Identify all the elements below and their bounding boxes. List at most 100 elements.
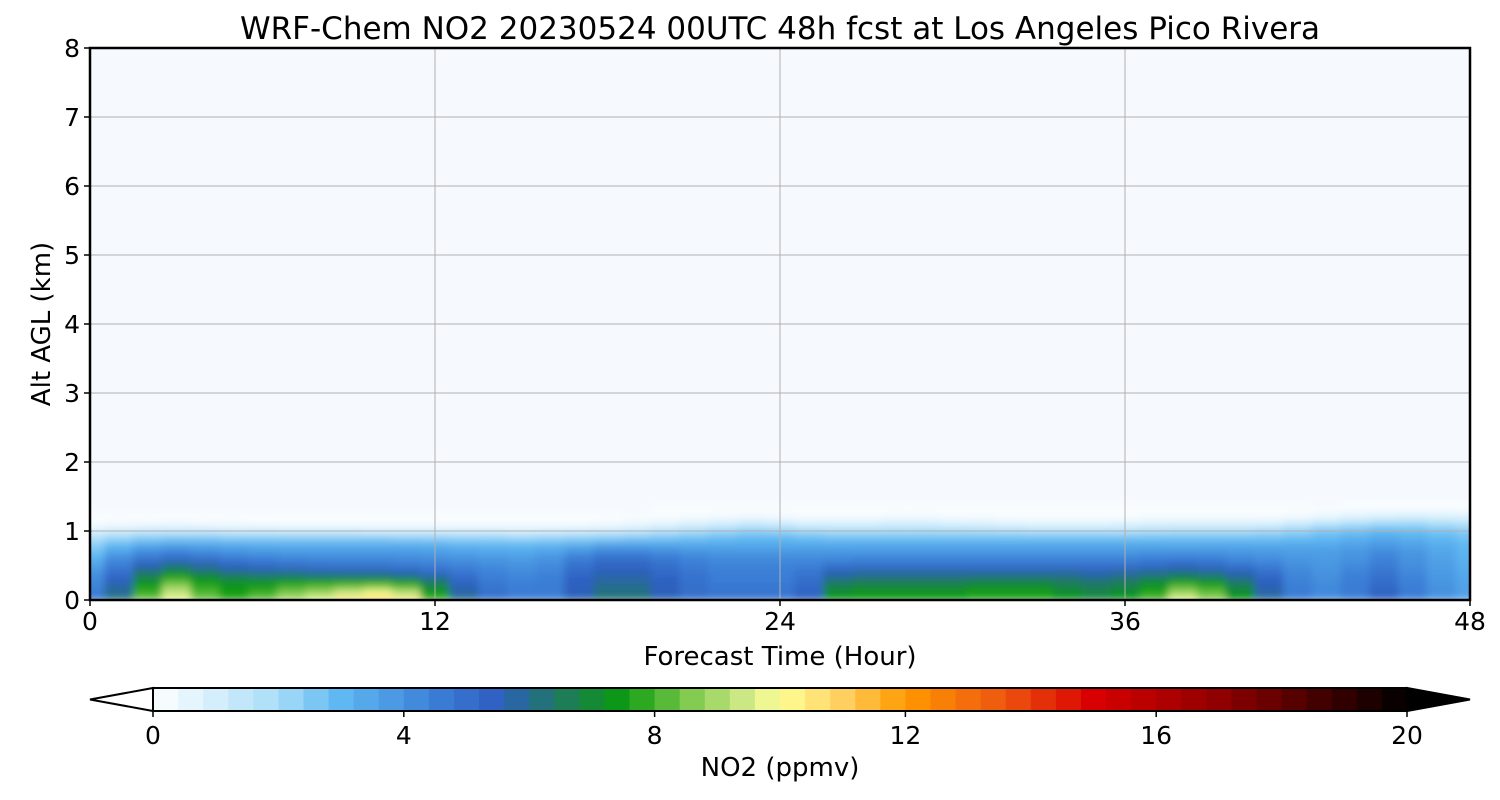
heatmap-cell <box>794 589 824 598</box>
heatmap-cell <box>276 513 307 522</box>
heatmap-cell <box>248 582 278 591</box>
heatmap-cell <box>736 520 767 529</box>
colorbar-swatch <box>1005 688 1032 711</box>
heatmap-cell <box>995 568 1025 577</box>
heatmap-cell <box>1196 506 1227 515</box>
heatmap-cell <box>161 562 192 570</box>
heatmap-cell <box>823 506 853 515</box>
heatmap-cell <box>679 568 709 577</box>
heatmap-cell <box>995 520 1025 529</box>
heatmap-cell <box>938 596 968 600</box>
heatmap-cell <box>650 589 680 598</box>
heatmap-cell <box>1254 568 1284 577</box>
heatmap-cell <box>391 541 422 549</box>
y-tick-label: 6 <box>64 172 80 201</box>
heatmap-cell <box>1369 513 1399 522</box>
x-tick-label: 0 <box>82 607 98 636</box>
heatmap-cell <box>161 513 192 522</box>
heatmap-cell <box>1254 541 1284 549</box>
heatmap-cell <box>1311 568 1342 577</box>
heatmap-cell <box>363 548 393 556</box>
heatmap-cell <box>334 541 364 549</box>
heatmap-cell <box>190 520 220 529</box>
heatmap-cell <box>966 534 997 542</box>
heatmap-cell <box>1311 575 1342 584</box>
heatmap-cell <box>1426 596 1457 600</box>
heatmap-cell <box>880 568 910 577</box>
heatmap-cell <box>1369 589 1399 598</box>
heatmap-cell <box>190 589 220 598</box>
heatmap-cell <box>1024 582 1054 591</box>
heatmap-cell <box>794 534 824 542</box>
heatmap-cell <box>909 562 939 570</box>
heatmap-cell <box>736 513 767 522</box>
colorbar-swatch <box>604 688 631 711</box>
heatmap-cell <box>679 596 709 600</box>
colorbar-swatch <box>1131 688 1157 711</box>
heatmap-cell <box>305 520 335 529</box>
heatmap-cell <box>1196 548 1227 556</box>
colorbar-swatch <box>1030 688 1057 711</box>
heatmap-cell <box>564 513 594 522</box>
heatmap-cell <box>449 562 479 570</box>
heatmap-cell <box>1196 575 1227 584</box>
colorbar: 0 4 8 12 16 20 NO2 (ppmv) <box>89 686 1471 783</box>
colorbar-swatch <box>428 688 455 711</box>
heatmap-cell <box>1081 555 1112 563</box>
heatmap-cell <box>161 534 192 542</box>
heatmap-cell <box>621 582 652 591</box>
heatmap-cell <box>1139 568 1169 577</box>
heatmap-cell <box>823 589 853 598</box>
heatmap-cell <box>1225 548 1255 556</box>
heatmap-cell <box>363 513 393 522</box>
heatmap-cell <box>708 506 738 515</box>
heatmap-cell <box>564 555 594 563</box>
heatmap-cell <box>823 562 853 570</box>
heatmap-cell <box>535 568 565 577</box>
heatmap-cell <box>593 548 623 556</box>
heatmap-cell <box>1081 534 1112 542</box>
heatmap-cell <box>1225 589 1255 598</box>
heatmap-cell <box>1168 541 1198 549</box>
heatmap-cell <box>276 520 307 529</box>
heatmap-cell <box>535 513 565 522</box>
heatmap-cell <box>449 589 479 598</box>
heatmap-cell <box>1024 575 1054 584</box>
heatmap-cell <box>794 596 824 600</box>
heatmap-cell <box>1196 596 1227 600</box>
heatmap-cell <box>1139 555 1169 563</box>
heatmap-cell <box>133 534 163 542</box>
heatmap-cell <box>190 541 220 549</box>
heatmap-cell <box>334 555 364 563</box>
heatmap-cell <box>938 513 968 522</box>
heatmap-cell <box>478 562 508 570</box>
heatmap-cell <box>535 562 565 570</box>
heatmap-cell <box>564 575 594 584</box>
heatmap-cell <box>1139 506 1169 515</box>
colorbar-swatch <box>1206 688 1232 711</box>
heatmap-cell <box>391 555 422 563</box>
heatmap-cell <box>1311 555 1342 563</box>
heatmap-cell <box>1196 520 1227 529</box>
colorbar-tick-label: 20 <box>1391 721 1423 750</box>
heatmap-cell <box>104 555 134 563</box>
heatmap-cell <box>478 513 508 522</box>
heatmap-cell <box>1254 534 1284 542</box>
heatmap-cell <box>391 548 422 556</box>
heatmap-cell <box>1283 520 1313 529</box>
colorbar-swatch <box>203 688 229 711</box>
colorbar-swatch <box>1356 688 1383 711</box>
heatmap-cell <box>1283 548 1313 556</box>
heatmap-cell <box>1340 575 1370 584</box>
colorbar-swatch <box>529 688 555 711</box>
heatmap-cell <box>363 582 393 591</box>
heatmap-cell <box>851 520 882 529</box>
heatmap-cell <box>506 562 537 570</box>
heatmap-cell <box>1053 582 1083 591</box>
heatmap-cell <box>1398 562 1428 570</box>
heatmap-cell <box>1053 568 1083 577</box>
heatmap-cell <box>1398 582 1428 591</box>
heatmap-cell <box>909 534 939 542</box>
heatmap-cell <box>938 520 968 529</box>
heatmap-cell <box>478 520 508 529</box>
